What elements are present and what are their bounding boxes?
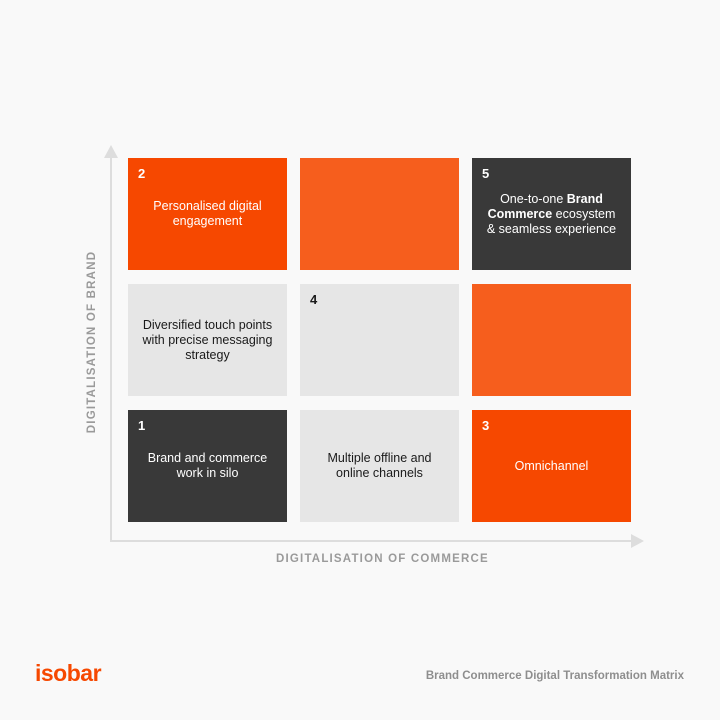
- x-axis-arrow: [631, 534, 644, 548]
- cell-text-line-2: Commerce ecosystem: [487, 206, 616, 221]
- cell-number: 1: [138, 418, 146, 433]
- cell-number: 5: [482, 166, 490, 181]
- isobar-logo: isobar: [35, 660, 102, 686]
- cell-text-line: strategy: [185, 347, 230, 362]
- cell-text-line: with precise messaging: [142, 332, 273, 347]
- cell-number: 2: [138, 166, 146, 181]
- cell-text-line: Brand and commerce: [147, 451, 268, 465]
- y-axis-arrow: [104, 145, 118, 158]
- y-axis-label: DIGITALISATION OF BRAND: [86, 250, 98, 434]
- cell-text-line: Omnichannel: [514, 458, 589, 473]
- cell-text-line: One-to-one Brand: [487, 192, 616, 207]
- emphasis-text: Commerce: [487, 206, 553, 221]
- matrix-caption: Brand Commerce Digital Transformation Ma…: [425, 670, 684, 682]
- matrix-cell-personalised-engagement: 2 Personalised digital engagement: [128, 158, 287, 270]
- matrix-cell-one-to-one-ecosystem: 5 One-to-one Brand Commerce ecosystem & …: [472, 158, 631, 270]
- matrix-cell-silo: 1 Brand and commerce work in silo: [128, 410, 287, 522]
- matrix-cell-top-middle: [300, 158, 459, 270]
- matrix-cell-diversified-touch-points: Diversified touch points with precise me…: [128, 284, 287, 396]
- cell-text-line: Personalised digital: [153, 199, 262, 213]
- x-axis-label: DIGITALISATION OF COMMERCE: [276, 553, 489, 565]
- cell-number: 4: [310, 292, 318, 307]
- cell-text-line: online channels: [336, 466, 423, 480]
- matrix-cell-4: 4: [300, 284, 459, 396]
- cell-number: 3: [482, 418, 490, 433]
- cell-text-line: Commerce ecosystem: [487, 207, 616, 222]
- matrix-cell-omnichannel: 3 Omnichannel: [472, 410, 631, 522]
- cell-text-line: work in silo: [176, 466, 239, 480]
- cell-text-line: & seamless experience: [486, 221, 617, 236]
- cell-text-line: Multiple offline and: [327, 451, 432, 465]
- matrix-cell-middle-right: [472, 284, 631, 396]
- cell-text-line: Diversified touch points: [142, 317, 273, 332]
- cell-text-line-1: One-to-one Brand: [500, 191, 603, 206]
- emphasis-text: Brand: [566, 191, 603, 206]
- cell-text-line: engagement: [172, 214, 243, 228]
- matrix-cell-multiple-channels: Multiple offline and online channels: [300, 410, 459, 522]
